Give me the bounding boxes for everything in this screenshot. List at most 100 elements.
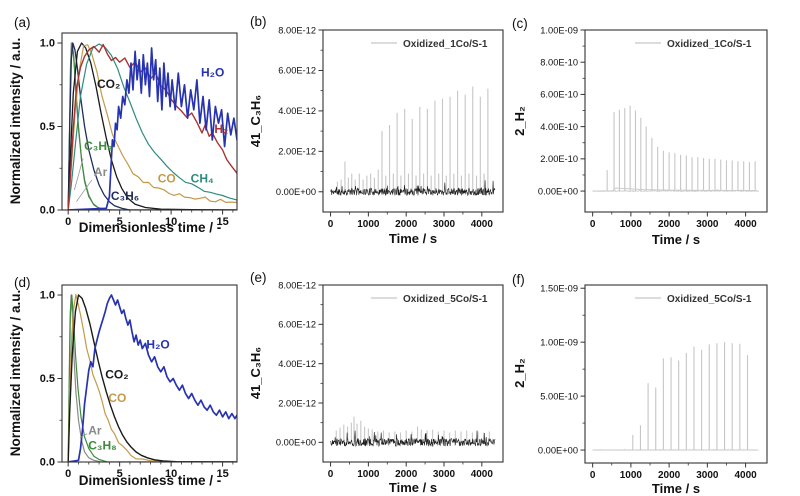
x-tick-label: 0	[65, 216, 71, 228]
y-tick-label: 0.00E+00	[538, 186, 578, 196]
y-tick-label: 8.00E-12	[278, 280, 316, 290]
y-axis-label-e: 41_C₃H₆	[248, 347, 263, 399]
plot-frame-f	[584, 284, 768, 464]
x-tick-label: 2000	[395, 219, 418, 230]
baseline-noise-b	[330, 180, 496, 197]
x-tick-label: 4000	[471, 219, 494, 230]
y-tick-label: 0.00E+00	[276, 438, 316, 448]
plot-area-b	[330, 86, 496, 197]
y-axis-label-a: Normalized intensity / a.u.	[8, 38, 23, 205]
y-tick-label: 5.00E-10	[540, 391, 578, 401]
x-axis-label-c: Time / s	[652, 232, 700, 247]
annotation-ch-: CH₄	[191, 171, 214, 185]
x-tick-label: 4000	[734, 219, 757, 230]
annotation-leader-line	[76, 179, 93, 202]
y-axis-label-d: Normalized intensity / a.u.	[8, 290, 23, 457]
x-tick-label: 1000	[357, 219, 380, 230]
y-tick-label: 8.00E-12	[278, 25, 316, 35]
plot-frame-b	[322, 29, 504, 213]
panel-tag-a: (a)	[14, 15, 31, 30]
y-tick-label: 4.00E-12	[278, 359, 316, 369]
annotation-co: CO	[158, 171, 176, 185]
y-tick-label: 2.00E-10	[540, 154, 578, 164]
y-tick-label: 1.00E-09	[540, 337, 578, 347]
y-tick-label: 4.00E-10	[540, 122, 578, 132]
y-axis-label-c: 2_H₂	[512, 106, 527, 136]
panel-c: 0 1000 2000 3000 4000 0.00E+00 2.00E-10 4.00E-1…	[512, 16, 768, 247]
annotation-c-h-: C₃H₈	[88, 438, 117, 452]
x-tick-label: 10	[165, 216, 177, 228]
x-tick-label: 1000	[620, 219, 643, 230]
plot-frame-c	[584, 29, 768, 213]
x-tick-label: 15	[216, 468, 228, 480]
annotation-co-: CO₂	[105, 368, 128, 382]
legend-label-c: Oxidized_1Co/S-1	[667, 39, 752, 50]
plot-frame-a	[61, 32, 238, 211]
baseline-noise-e	[330, 430, 496, 448]
y-tick-label: 0.0	[40, 204, 55, 216]
plot-area-c	[592, 105, 759, 193]
y-tick-label: 1.50E-09	[540, 284, 578, 294]
x-tick-label: 2000	[395, 469, 418, 480]
annotation-c-h-: C₃H₆	[111, 189, 139, 203]
annotation-co: CO	[108, 391, 126, 405]
annotation-h-o: H₂O	[146, 337, 169, 351]
y-tick-label: 0.00E+00	[276, 187, 316, 197]
y-tick-label: 0.5	[40, 373, 55, 385]
plot-area-a	[67, 42, 237, 210]
y-tick-label: 8.00E-10	[540, 58, 578, 68]
x-tick-label: 0	[328, 219, 334, 230]
x-tick-label: 3000	[696, 219, 719, 230]
x-tick-label: 15	[216, 216, 228, 228]
y-tick-label: 0.0	[40, 456, 55, 468]
y-tick-label: 2.00E-12	[278, 398, 316, 408]
legend-label-f: Oxidized_5Co/S-1	[667, 294, 752, 305]
baseline-noise-f	[592, 448, 760, 451]
x-axis-label-d: Dimensionless time / -	[79, 473, 222, 488]
panel-e: 0 1000 2000 3000 4000 0.00E+00 2.00E-12 4.00E-1…	[248, 270, 504, 495]
y-tick-label: 1.0	[40, 289, 55, 301]
panel-tag-e: (e)	[250, 270, 267, 285]
y-tick-label: 0.00E+00	[538, 445, 578, 455]
annotation-h-o: H₂O	[201, 65, 224, 79]
series-co2-line	[67, 42, 237, 210]
series-h2o-line	[67, 294, 237, 462]
series-co-line	[67, 44, 237, 210]
plot-area-e	[330, 416, 496, 448]
x-tick-label: 2000	[658, 470, 681, 481]
panel-b: 0 1000 2000 3000 4000 0.00E+00 2.00E-12 4.00E-1…	[248, 14, 504, 246]
series-c3h8-line	[67, 294, 237, 462]
y-tick-label: 1.00E-09	[540, 25, 578, 35]
x-tick-label: 3000	[433, 469, 456, 480]
x-axis-label-b: Time / s	[389, 231, 437, 246]
x-tick-label: 3000	[696, 470, 719, 481]
x-tick-label: 0	[65, 468, 71, 480]
y-tick-label: 0.5	[40, 121, 55, 133]
legend-label-e: Oxidized_5Co/S-1	[403, 294, 488, 305]
y-tick-label: 2.00E-12	[278, 147, 316, 157]
x-axis-label-a: Dimensionless time / -	[79, 220, 222, 235]
plot-area-f	[592, 342, 760, 451]
x-tick-label: 4000	[471, 469, 494, 480]
panel-tag-f: (f)	[512, 272, 525, 287]
x-tick-label: 0	[328, 469, 334, 480]
y-tick-label: 4.00E-12	[278, 106, 316, 116]
x-tick-label: 5	[117, 468, 123, 480]
series-h2o-line	[67, 47, 237, 210]
x-tick-label: 0	[590, 219, 596, 230]
annotation-co-: CO₂	[97, 77, 120, 91]
panel-tag-b: (b)	[250, 14, 267, 29]
panel-tag-d: (d)	[14, 275, 31, 290]
x-tick-label: 1000	[357, 469, 380, 480]
annotation-h-: H₂	[214, 122, 228, 136]
panel-tag-c: (c)	[512, 16, 528, 31]
x-tick-label: 1000	[620, 470, 643, 481]
annotation-ar: Ar	[88, 423, 102, 437]
y-tick-label: 6.00E-10	[540, 90, 578, 100]
y-axis-label-b: 41_C₃H₆	[248, 95, 263, 147]
baseline-noise-c	[592, 188, 759, 193]
x-axis-label-f: Time / s	[652, 481, 700, 496]
